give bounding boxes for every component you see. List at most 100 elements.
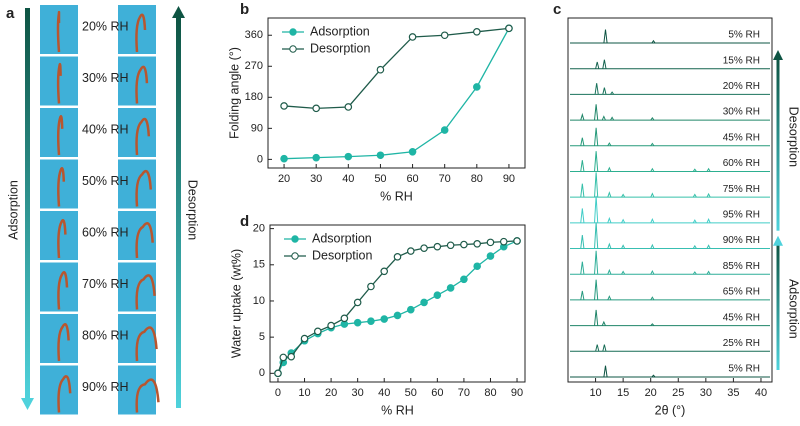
y-tick-label: 180 (245, 91, 263, 103)
plot-frame (267, 17, 526, 169)
data-point (393, 253, 402, 261)
data-point (367, 317, 375, 326)
diffraction-peak (692, 219, 697, 224)
data-point (440, 126, 449, 134)
sample-strip (57, 219, 67, 259)
row-label: 60% RH (82, 225, 129, 239)
row-label: 30% RH (82, 71, 129, 85)
diffraction-peak (692, 193, 697, 198)
legend-marker (291, 252, 299, 260)
diffraction-peak (580, 160, 585, 172)
sample-strip (135, 326, 158, 362)
diffraction-peak (650, 142, 655, 147)
x-tick-label: 50 (374, 173, 386, 185)
pattern-label: 30% RH (723, 107, 760, 118)
panel-label: d (240, 213, 249, 230)
arrow-label: Adsorption (787, 279, 800, 339)
diffraction-peak (607, 142, 612, 147)
legend-label: Desorption (312, 248, 372, 262)
data-point (420, 298, 428, 307)
data-point (473, 27, 481, 36)
row-label: 50% RH (82, 174, 129, 188)
diffraction-peak (706, 192, 711, 198)
x-tick-label: 35 (727, 387, 739, 399)
data-point (486, 252, 495, 260)
y-tick-label: 15 (253, 259, 265, 271)
desorption-arrow (176, 16, 181, 408)
data-point (433, 242, 442, 251)
diffraction-peak (580, 290, 585, 301)
x-tick-label: 30 (310, 173, 322, 185)
legend-label: Adsorption (310, 24, 370, 38)
pattern-label: 45% RH (723, 132, 760, 143)
x-tick-label: 80 (471, 173, 483, 185)
data-point (408, 33, 417, 41)
data-point (380, 315, 389, 323)
arrow-label: Adsorption (6, 180, 20, 240)
diffraction-peak (594, 151, 599, 172)
diffraction-peak (621, 193, 626, 198)
y-tick-label: 20 (253, 223, 265, 235)
diffraction-peak (594, 309, 599, 326)
data-point (473, 83, 481, 91)
arrow-head (172, 6, 185, 18)
legend-label: Desorption (310, 41, 370, 55)
diffraction-peak (595, 61, 600, 69)
y-axis-label: Water uptake (wt%) (229, 249, 243, 358)
legend-label: Adsorption (312, 231, 372, 245)
x-tick-label: 50 (405, 387, 417, 399)
diffraction-peak (650, 167, 655, 172)
panel-a: a Adsorption Desorption 20% RH 30% RH 40% … (6, 5, 200, 415)
data-point (314, 327, 322, 336)
diffraction-peak (601, 320, 606, 326)
x-tick-label: 30 (352, 387, 364, 399)
data-point (446, 241, 455, 250)
sample-strip (135, 169, 153, 207)
sample-strip (57, 166, 66, 207)
x-tick-label: 80 (484, 387, 496, 399)
diffraction-peak (706, 244, 711, 249)
data-point (340, 314, 349, 323)
diffraction-peak (650, 192, 655, 198)
data-point (344, 103, 353, 111)
x-tick-label: 40 (378, 387, 390, 399)
x-tick-label: 90 (511, 387, 523, 399)
sample-strip (135, 274, 156, 310)
pattern-label: 60% RH (723, 158, 760, 169)
diffraction-peak (602, 87, 607, 95)
diffraction-peak (594, 83, 599, 95)
data-point (327, 321, 335, 330)
data-point (280, 102, 288, 110)
row-label: 40% RH (82, 122, 129, 136)
data-point (406, 247, 415, 255)
pattern-label: 5% RH (728, 364, 760, 375)
pattern-label: 5% RH (728, 30, 760, 41)
data-point (279, 353, 288, 362)
diffraction-peak (651, 374, 656, 378)
x-tick-label: 30 (700, 387, 712, 399)
data-point (446, 284, 455, 292)
data-point (312, 153, 320, 162)
pattern-label: 95% RH (723, 209, 760, 220)
pattern-label: 45% RH (723, 312, 760, 323)
data-point (460, 275, 468, 284)
arrow-label: Desorption (787, 107, 800, 167)
sample-strip (57, 375, 72, 413)
desorption-arrow (776, 58, 780, 231)
sample-strip (57, 323, 70, 362)
arrow-head (773, 235, 783, 246)
panel-label: c (553, 1, 561, 18)
x-tick-label: 0 (275, 387, 281, 399)
data-point (287, 352, 296, 361)
diffraction-peak (692, 271, 697, 275)
arrow-head (773, 50, 783, 60)
row-label: 70% RH (82, 277, 129, 291)
diffraction-peak (607, 191, 612, 198)
adsorption-arrow (776, 243, 780, 370)
x-tick-label: 60 (431, 387, 443, 399)
data-point (376, 151, 385, 160)
diffraction-peak (650, 218, 655, 224)
diffraction-peak (594, 104, 599, 121)
x-tick-label: 15 (617, 387, 629, 399)
